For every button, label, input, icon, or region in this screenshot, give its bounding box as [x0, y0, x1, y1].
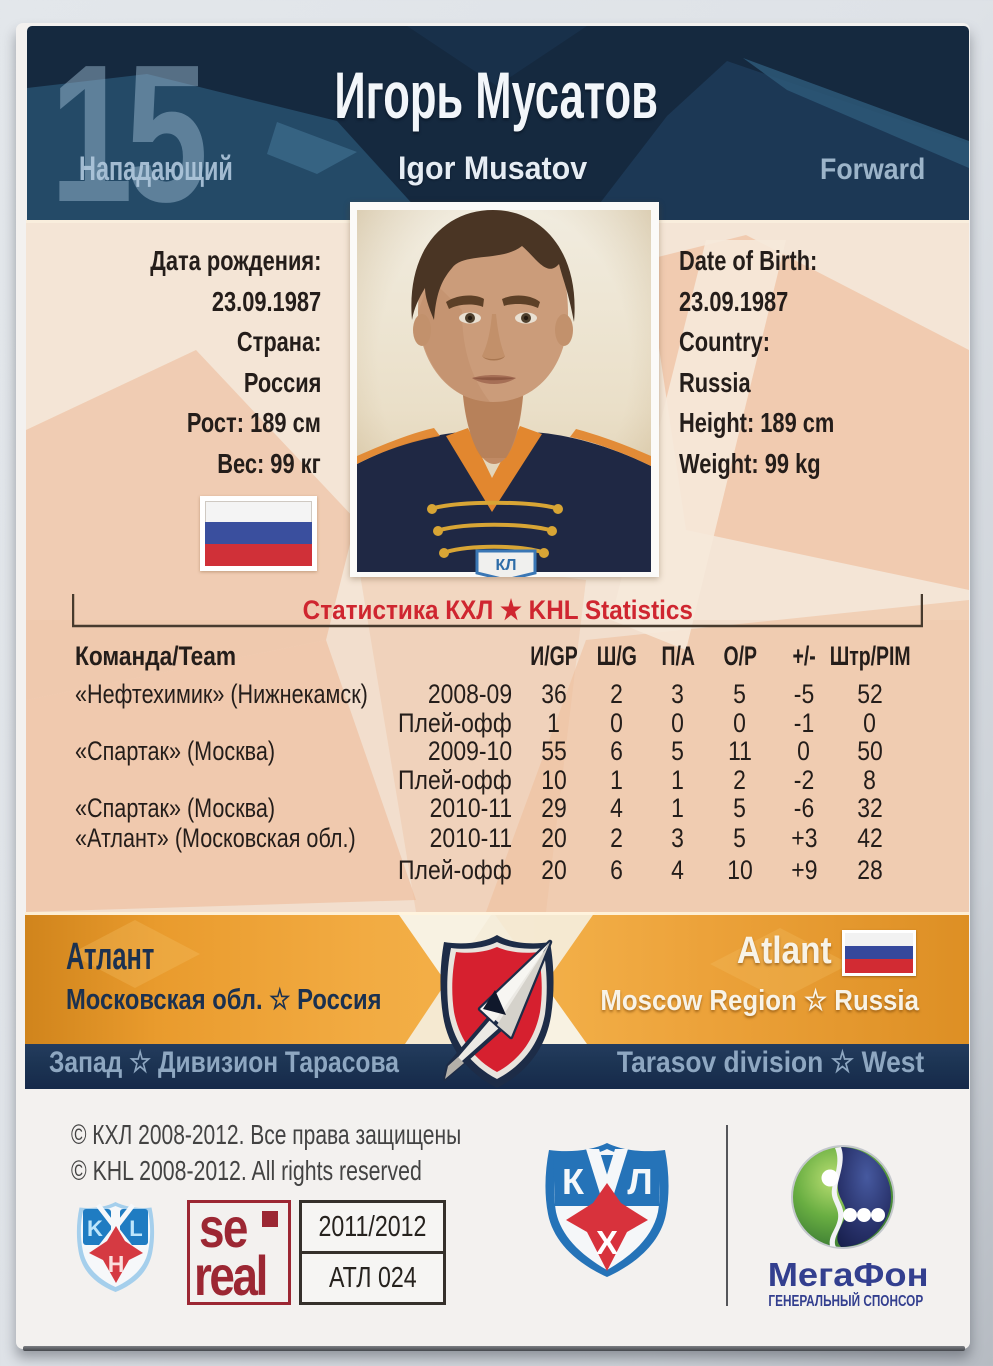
svg-text:L: L [129, 1216, 142, 1241]
svg-text:Х: Х [596, 1224, 618, 1261]
svg-text:Л: Л [627, 1161, 652, 1202]
svg-text:K: K [87, 1216, 103, 1241]
svg-text:H: H [108, 1251, 125, 1277]
svg-text:КЛ: КЛ [496, 557, 517, 574]
svg-text:К: К [562, 1161, 585, 1202]
